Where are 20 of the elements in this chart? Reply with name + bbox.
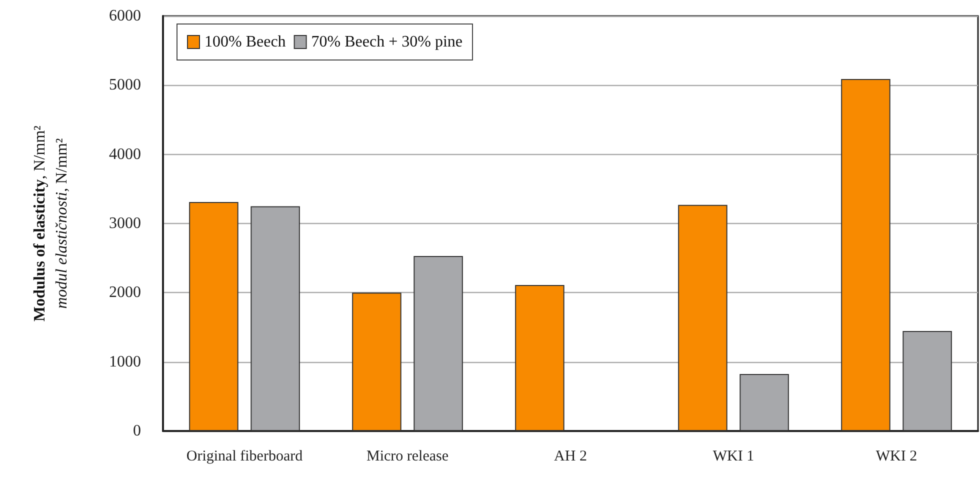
y-tick-label: 1000 (109, 353, 141, 370)
x-tick-label: Micro release (366, 448, 449, 464)
bar (740, 374, 789, 431)
bar (352, 292, 402, 431)
bar (841, 78, 890, 431)
x-tick-label: WKI 1 (712, 448, 754, 464)
bar (189, 202, 238, 431)
y-tick-label: 5000 (109, 76, 141, 94)
y-tick-label: 4000 (109, 146, 141, 163)
bar (515, 285, 564, 431)
legend-label: 70% Beech + 30% pine (311, 34, 463, 50)
legend-label: 100% Beech (204, 34, 286, 50)
bar (678, 204, 728, 431)
y-tick-label: 0 (133, 422, 141, 440)
y-tick-label: 6000 (109, 8, 141, 24)
y-tick-label: 2000 (109, 284, 141, 302)
x-tick-label: AH 2 (554, 448, 587, 464)
y-tick-label: 3000 (109, 215, 141, 232)
x-tick-label: Original fiberboard (186, 448, 304, 464)
x-tick-label: WKI 2 (876, 448, 918, 464)
